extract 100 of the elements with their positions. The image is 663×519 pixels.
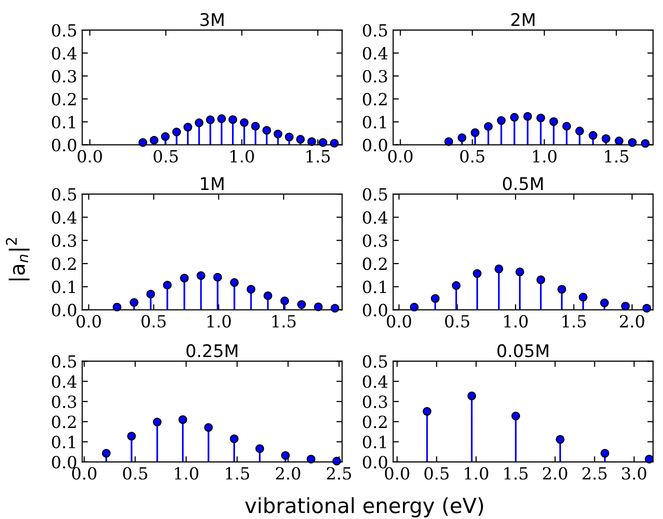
y-tick-label: 0.4 <box>362 375 388 388</box>
chart-title: 3M <box>200 13 224 26</box>
point <box>178 415 188 424</box>
y-axis-title: |a$_{n}$|$^{2}$ <box>6 238 30 280</box>
x-tick-label: 0.5 <box>123 467 148 480</box>
point <box>204 423 213 432</box>
chart-title: 0.05M <box>497 344 548 358</box>
x-tick-label: 1.0 <box>207 315 231 328</box>
chart-title: 0.25M <box>186 344 238 358</box>
point <box>523 112 532 121</box>
point <box>183 122 192 132</box>
y-tick-label: 0.4 <box>362 47 388 60</box>
x-tick-label: 2.5 <box>582 467 607 480</box>
point <box>562 122 572 131</box>
point <box>127 432 136 440</box>
y-tick-label: 0.4 <box>362 211 388 224</box>
y-tick-label: 0.4 <box>52 47 77 60</box>
point <box>602 134 610 143</box>
point <box>255 444 264 453</box>
y-tick-label: 0.5 <box>52 355 76 368</box>
x-tick-label: 2.0 <box>542 467 568 480</box>
point <box>274 130 282 138</box>
point <box>264 291 272 300</box>
point <box>138 138 148 147</box>
y-tick-label: 0.5 <box>362 24 388 37</box>
y-tick-label: 0.0 <box>362 138 388 152</box>
y-tick-label: 0.1 <box>52 280 75 294</box>
y-tick-label: 0.0 <box>362 456 388 468</box>
x-tick-label: 0.5 <box>142 315 166 328</box>
x-tick-label: 1.0 <box>464 467 488 480</box>
point <box>494 264 504 274</box>
point <box>549 117 558 126</box>
point <box>307 137 316 146</box>
point <box>306 454 316 464</box>
point <box>410 302 419 312</box>
point <box>484 122 493 131</box>
chart-title: 0.5M <box>502 177 543 190</box>
y-tick-label: 0.3 <box>362 70 388 83</box>
point <box>150 136 158 145</box>
y-tick-label: 0.4 <box>52 375 77 388</box>
point <box>422 407 432 416</box>
x-tick-label: 1.0 <box>230 150 254 163</box>
y-tick-label: 0.5 <box>362 188 388 201</box>
x-tick-label: 1.5 <box>272 315 296 328</box>
x-tick-label: 1.5 <box>504 467 528 480</box>
y-tick-label: 0.1 <box>52 436 75 448</box>
y-tick-label: 0.2 <box>362 416 387 428</box>
y-tick-label: 0.5 <box>52 188 76 201</box>
point <box>281 451 290 460</box>
y-tick-label: 0.1 <box>52 116 75 128</box>
y-tick-label: 0.3 <box>362 234 388 247</box>
point <box>614 136 624 146</box>
x-tick-label: 1.5 <box>306 150 330 163</box>
point <box>217 114 226 124</box>
x-tick-label: 0.5 <box>424 467 449 480</box>
point <box>196 271 206 280</box>
y-tick-label: 0.0 <box>52 304 76 316</box>
chart-title: 2M <box>511 13 534 26</box>
y-tick-label: 0.2 <box>362 258 387 270</box>
point <box>600 298 609 308</box>
point <box>628 138 637 147</box>
y-tick-label: 0.1 <box>362 280 386 294</box>
point <box>246 284 256 294</box>
y-tick-label: 0.3 <box>52 70 76 83</box>
point <box>297 300 306 309</box>
point <box>470 128 480 137</box>
point <box>600 448 610 458</box>
point <box>318 138 328 147</box>
point <box>575 126 584 136</box>
point <box>314 302 323 312</box>
point <box>536 275 546 284</box>
point <box>515 268 524 276</box>
point <box>296 134 305 144</box>
x-tick-label: 2.0 <box>620 315 644 328</box>
point <box>458 133 466 142</box>
point <box>180 274 189 282</box>
y-tick-label: 0.2 <box>52 416 76 428</box>
point <box>284 132 294 142</box>
point <box>162 280 172 290</box>
y-tick-label: 0.4 <box>52 211 77 224</box>
x-tick-label: 1.5 <box>226 467 250 480</box>
y-tick-label: 0.0 <box>362 304 388 316</box>
point <box>536 114 546 122</box>
point <box>240 118 249 127</box>
x-tick-label: 2.5 <box>326 467 352 480</box>
point <box>330 304 340 313</box>
point <box>496 116 506 125</box>
point <box>130 298 138 307</box>
x-tick-label: 0.5 <box>445 315 470 328</box>
x-tick-label: 0.5 <box>460 150 484 163</box>
point <box>472 269 482 278</box>
y-tick-label: 0.1 <box>362 116 386 128</box>
point <box>262 126 272 135</box>
x-tick-label: 1.0 <box>174 467 198 480</box>
x-axis-title: vibrational energy (eV) <box>245 497 484 518</box>
x-tick-label: 1.5 <box>605 150 628 163</box>
point <box>430 294 440 303</box>
y-tick-label: 0.3 <box>52 234 76 247</box>
x-tick-label: 3.0 <box>622 467 646 480</box>
point <box>172 128 181 136</box>
